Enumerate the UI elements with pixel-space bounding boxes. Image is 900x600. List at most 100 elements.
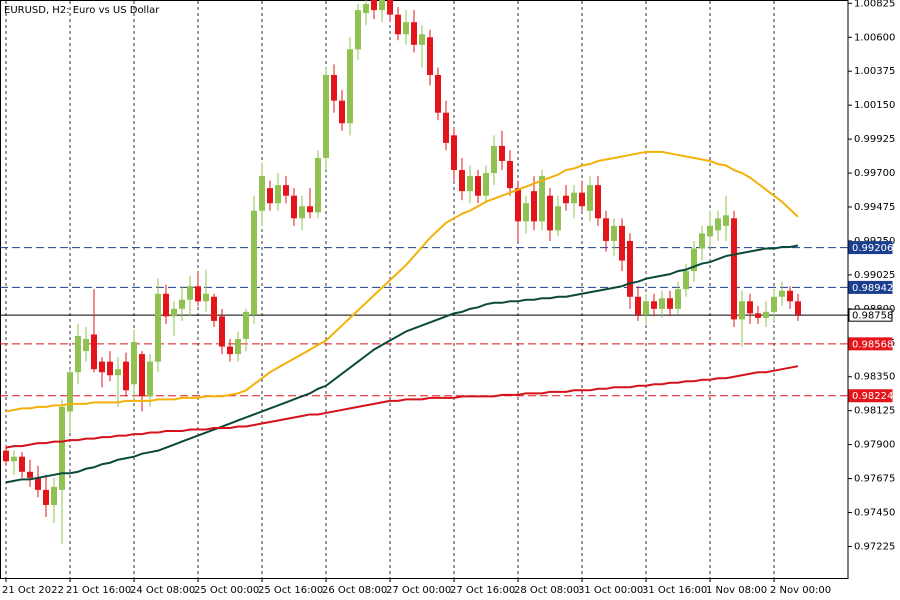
candle-body [739,301,745,320]
candle-body [603,218,609,241]
candle-body [667,298,673,309]
candle-body [3,450,9,462]
candle-body [187,286,193,300]
y-tick-label: 0.98350 [854,372,895,383]
plot-frame [0,0,849,579]
x-tick-label: 27 Oct 16:00 [450,585,515,596]
candle-body [259,176,265,211]
candle-body [683,271,689,290]
candle-body [395,14,401,35]
candle-body [451,135,457,171]
candle-body [419,34,425,45]
candle-body [443,112,449,143]
y-tick-label: 1.00150 [854,100,895,111]
candle-body [707,225,713,237]
candle-body [163,293,169,317]
candle-body [779,290,785,297]
candle-body [723,215,729,226]
candle-body [91,334,97,370]
candle-body [555,206,561,231]
candle-body [75,335,81,373]
candle-body [699,233,705,249]
x-tick-label: 26 Oct 08:00 [322,585,387,596]
x-tick-label: 24 Oct 08:00 [130,585,195,596]
moving-average [5,365,799,449]
candle-body [347,49,353,124]
candle-body [179,299,185,309]
candle-body [715,218,721,231]
moving-average [5,150,799,413]
candle-body [619,225,625,261]
candle-body [635,296,641,315]
candle-body [51,486,57,505]
candle-body [467,176,473,192]
candle-body [411,22,417,45]
candle-body [171,308,177,317]
x-tick-label: 25 Oct 00:00 [194,585,259,596]
candle-body [547,195,553,231]
level-price-label: 0.98224 [852,391,893,402]
candle-body [579,192,585,207]
candle-body [43,489,49,505]
x-tick-label: 31 Oct 16:00 [642,585,707,596]
candle-body [251,210,257,315]
level-price-box [848,337,893,351]
candle-body [539,176,545,222]
y-tick-label: 0.99700 [854,168,895,179]
candle-body [99,361,105,373]
candle-body [115,369,121,376]
candle-body [515,188,521,222]
candle-body [355,10,361,50]
candle-body [315,157,321,213]
candle-body [611,225,617,241]
level-price-label: 0.98758 [852,311,893,322]
candle-body [123,361,129,391]
candle-body [771,296,777,312]
candle-body [747,301,753,314]
y-tick-label: 0.97450 [854,508,895,519]
y-tick-label: 1.00825 [854,0,895,9]
candle-body [267,188,273,204]
level-price-box [848,241,893,255]
candle-body [483,173,489,196]
x-tick-label: 21 Oct 16:00 [66,585,131,596]
y-tick-label: 1.00600 [854,32,895,43]
y-tick-label: 1.00375 [854,66,895,77]
x-tick-label: 27 Oct 00:00 [386,585,451,596]
candle-body [731,218,737,320]
candle-body [627,240,633,297]
candle-body [211,296,217,321]
chart-title: EURUSD, H2: Euro vs US Dollar [4,5,160,16]
candle-body [763,311,769,318]
x-tick-label: 21 Oct 2022 [2,585,64,596]
candle-body [219,316,225,347]
candle-body [59,406,65,490]
candle-body [675,289,681,309]
y-tick-label: 0.97225 [854,541,895,552]
candle-body [227,346,233,355]
candle-body [507,160,513,189]
candle-body [131,342,137,385]
candle-body [363,4,369,14]
x-tick-label: 31 Oct 00:00 [578,585,643,596]
y-tick-label: 0.98125 [854,406,895,417]
candle-body [107,361,113,376]
candle-body [499,145,505,161]
candle-body [587,185,593,211]
candle-body [195,286,201,302]
candle-body [595,185,601,219]
candle-body [139,354,145,397]
x-tick-label: 2 Nov 00:00 [770,585,831,596]
candle-body [379,0,385,11]
candle-body [523,203,529,222]
y-tick-label: 0.99025 [854,270,895,281]
candle-body [331,74,337,101]
candle-body [67,372,73,412]
candle-body [387,0,393,15]
level-price-label: 0.98942 [852,283,893,294]
candle-body [27,471,33,478]
candle-body [531,191,537,222]
candle-body [155,293,161,362]
